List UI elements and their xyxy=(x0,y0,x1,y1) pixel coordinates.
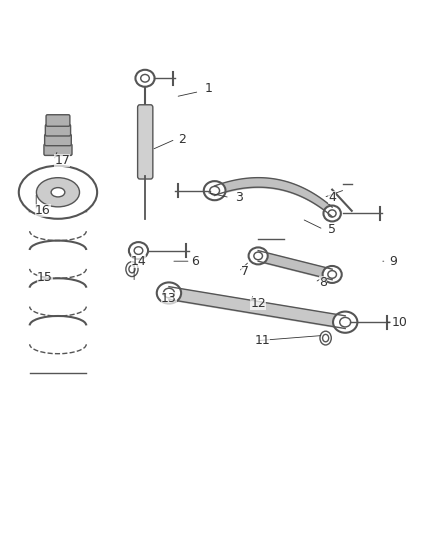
Circle shape xyxy=(320,331,331,345)
Text: 10: 10 xyxy=(392,316,407,329)
FancyBboxPatch shape xyxy=(46,115,70,126)
Ellipse shape xyxy=(19,166,97,219)
Ellipse shape xyxy=(323,206,341,221)
Ellipse shape xyxy=(135,70,155,87)
Text: 13: 13 xyxy=(161,292,177,305)
Text: 9: 9 xyxy=(389,255,397,268)
Ellipse shape xyxy=(204,181,226,200)
Ellipse shape xyxy=(322,266,342,283)
Text: 17: 17 xyxy=(54,154,70,167)
Ellipse shape xyxy=(36,177,80,207)
FancyBboxPatch shape xyxy=(46,125,71,136)
Text: 15: 15 xyxy=(37,271,53,284)
Text: 14: 14 xyxy=(131,255,146,268)
FancyBboxPatch shape xyxy=(138,105,153,179)
Circle shape xyxy=(126,262,138,277)
FancyBboxPatch shape xyxy=(45,134,71,146)
Text: 11: 11 xyxy=(254,334,270,347)
Text: 16: 16 xyxy=(35,204,51,217)
Text: 12: 12 xyxy=(250,297,266,310)
FancyBboxPatch shape xyxy=(44,144,72,156)
Text: 5: 5 xyxy=(328,223,336,236)
Text: 8: 8 xyxy=(319,276,328,289)
Text: 2: 2 xyxy=(178,133,186,146)
Ellipse shape xyxy=(157,282,181,304)
Text: 6: 6 xyxy=(191,255,199,268)
Ellipse shape xyxy=(51,188,65,197)
Ellipse shape xyxy=(333,312,357,333)
Text: 7: 7 xyxy=(241,265,249,278)
Ellipse shape xyxy=(129,242,148,259)
Text: 3: 3 xyxy=(235,191,243,204)
Ellipse shape xyxy=(249,247,268,264)
Text: 4: 4 xyxy=(328,191,336,204)
Text: 1: 1 xyxy=(204,83,212,95)
